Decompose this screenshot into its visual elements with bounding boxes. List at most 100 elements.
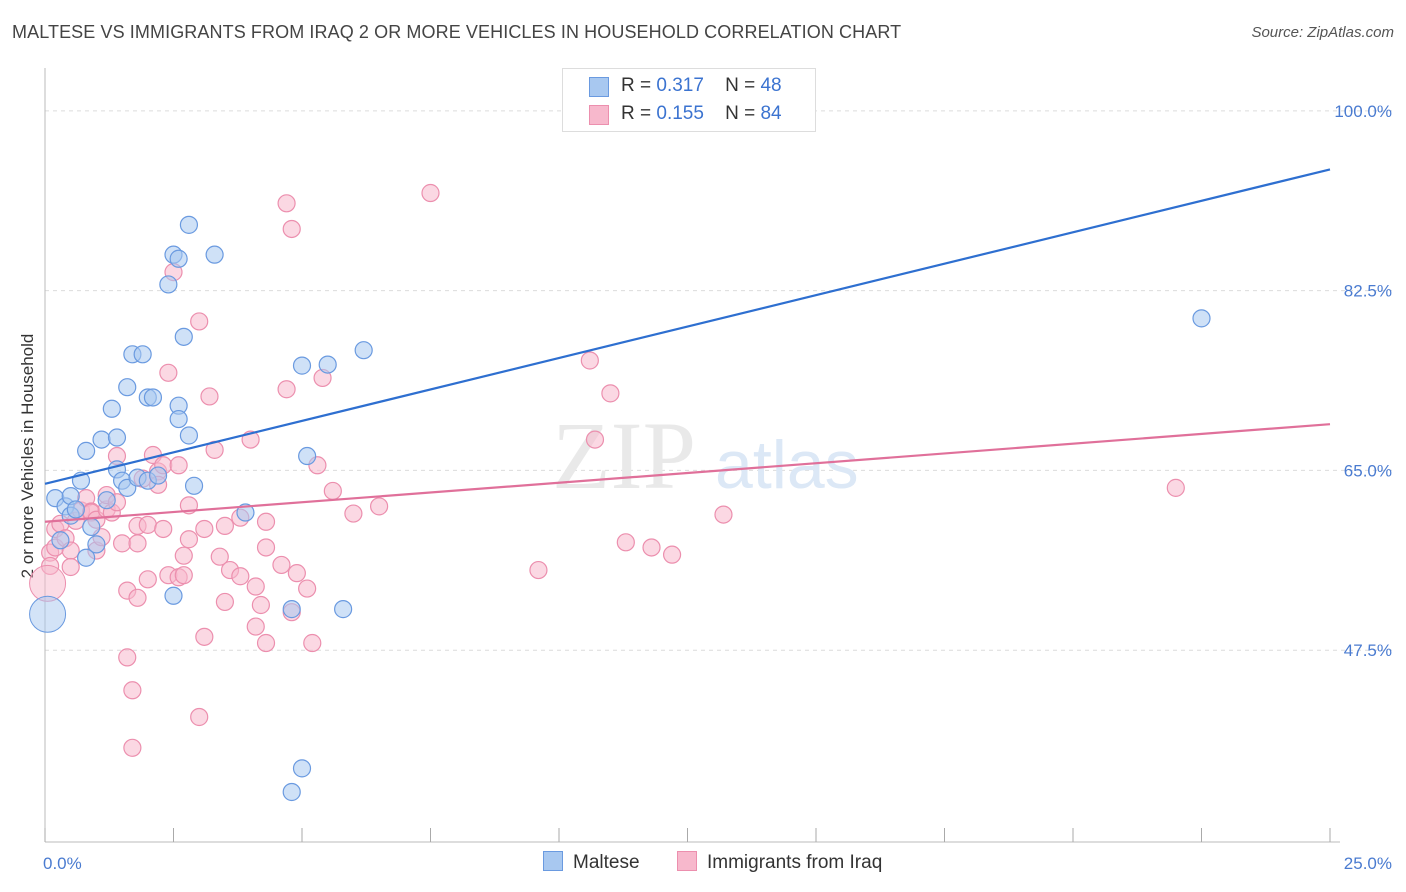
iraq-point	[246, 577, 265, 596]
maltese-point	[102, 399, 121, 418]
y-tick-label: 65.0%	[1344, 461, 1392, 480]
maltese-point	[133, 345, 152, 364]
iraq-point	[344, 504, 363, 523]
bottom-legend-swatch-iraq	[677, 851, 697, 871]
maltese-point	[169, 409, 188, 429]
iraq-point	[370, 497, 389, 516]
maltese-point	[282, 600, 301, 619]
watermark-zip: ZIP	[552, 402, 696, 509]
iraq-point	[287, 564, 306, 583]
iraq-point	[154, 519, 173, 539]
iraq-point	[159, 363, 178, 382]
tick-labels: 47.5% 65.0% 82.5% 100.0% 0.0% 25.0%	[43, 102, 1392, 873]
iraq-point	[169, 456, 188, 475]
iraq-point	[231, 567, 250, 586]
maltese-point	[51, 531, 70, 550]
iraq-point	[580, 351, 599, 370]
bottom-legend-iraq: Immigrants from Iraq	[677, 851, 882, 874]
maltese-large-point	[29, 595, 67, 633]
iraq-point	[210, 547, 229, 566]
maltese-point	[118, 378, 137, 397]
maltese-point	[179, 215, 199, 234]
iraq-point	[215, 516, 234, 535]
iraq-point	[662, 545, 682, 564]
iraq-point	[123, 738, 142, 757]
x-tick-label: 25.0%	[1344, 854, 1392, 873]
maltese-point	[174, 327, 193, 346]
iraq-point	[714, 505, 733, 524]
iraq-point	[246, 617, 265, 636]
iraq-point	[529, 560, 548, 580]
iraq-point	[601, 384, 620, 403]
maltese-point	[66, 500, 85, 519]
iraq-point	[112, 534, 132, 553]
x-tick-label: 0.0%	[43, 854, 82, 873]
legend-swatch-maltese	[589, 77, 609, 97]
maltese-point	[292, 759, 312, 778]
legend-r-value: 0.317	[656, 75, 704, 96]
maltese-point	[282, 782, 301, 802]
maltese-point	[159, 275, 178, 294]
maltese-point	[92, 430, 111, 449]
maltese-point	[77, 441, 96, 460]
iraq-point	[118, 648, 137, 667]
y-tick-label: 47.5%	[1344, 641, 1392, 660]
maltese-point	[205, 245, 224, 264]
maltese-point	[87, 535, 106, 554]
iraq-point	[277, 380, 296, 399]
y-tick-label: 100.0%	[1334, 102, 1392, 121]
iraq-point	[256, 512, 276, 531]
maltese-point	[334, 600, 353, 619]
iraq-point	[195, 627, 214, 646]
bottom-legend-swatch-maltese	[543, 851, 563, 871]
iraq-point	[251, 595, 270, 615]
legend-r-label: R =	[621, 75, 652, 96]
iraq-point	[585, 430, 605, 449]
iraq-point	[421, 183, 440, 203]
iraq-point	[179, 530, 199, 549]
trend-line-maltese	[44, 168, 1331, 485]
iraq-point	[138, 570, 157, 589]
iraq-point	[128, 534, 147, 553]
maltese-point	[298, 446, 317, 466]
legend-n-value: 84	[760, 103, 782, 124]
maltese-point	[236, 503, 255, 522]
iraq-point	[138, 515, 157, 534]
iraq-point	[190, 312, 209, 331]
series-maltese-points	[29, 86, 1211, 802]
maltese-point	[107, 428, 127, 447]
iraq-point	[61, 557, 80, 577]
iraq-point	[174, 546, 193, 565]
iraq-point	[190, 707, 209, 727]
maltese-point	[82, 517, 101, 537]
iraq-point	[123, 681, 142, 700]
axes	[44, 68, 1340, 843]
maltese-point	[179, 426, 199, 445]
iraq-point	[272, 555, 291, 575]
legend-n-value: 48	[760, 75, 782, 96]
iraq-point	[303, 633, 322, 653]
legend-swatch-iraq	[589, 105, 609, 125]
trend-line-iraq	[44, 423, 1331, 523]
maltese-point	[164, 586, 183, 605]
legend-r-label: R =	[621, 103, 652, 124]
maltese-point	[1192, 309, 1211, 328]
watermark: ZIP atlas	[552, 402, 859, 509]
bottom-legend-maltese: Maltese	[543, 851, 640, 874]
maltese-point	[318, 355, 337, 374]
maltese-point	[292, 356, 312, 375]
iraq-point	[323, 481, 342, 501]
iraq-point	[256, 633, 276, 653]
maltese-point	[143, 388, 163, 407]
maltese-point	[77, 548, 96, 567]
maltese-point	[97, 491, 116, 510]
maltese-point	[184, 476, 204, 495]
iraq-point	[128, 588, 147, 607]
stats-legend: R = 0.317 N = 48 R = 0.155 N = 84	[562, 68, 816, 132]
iraq-point	[195, 519, 214, 539]
trend-lines	[44, 168, 1331, 523]
iraq-point	[174, 566, 193, 585]
y-tick-label: 82.5%	[1344, 282, 1392, 301]
source-label: Source: ZipAtlas.com	[1251, 24, 1394, 41]
